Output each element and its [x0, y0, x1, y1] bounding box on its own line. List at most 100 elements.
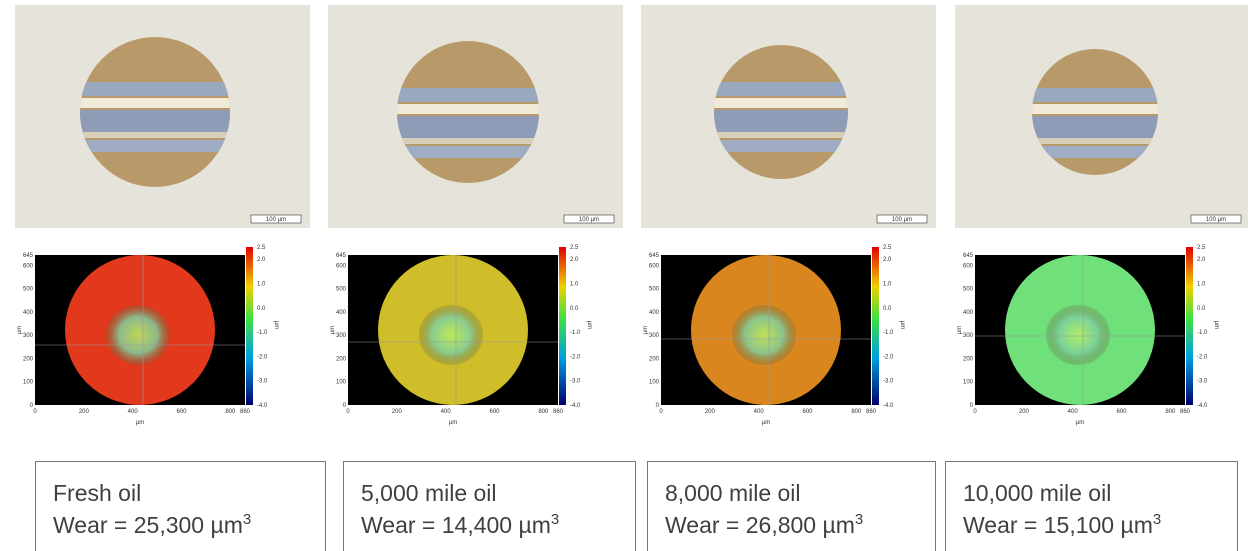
- colorbar-tick-label: -1.0: [570, 330, 581, 336]
- x-tick-label: 400: [128, 409, 139, 415]
- x-tick-label: 800: [851, 409, 862, 415]
- y-tick-label: 500: [23, 287, 34, 293]
- x-tick-label: 400: [441, 409, 452, 415]
- panel-title: Fresh oil: [53, 480, 141, 506]
- colorbar-tick-label: 0.0: [570, 306, 579, 312]
- x-tick-label: 860: [1180, 409, 1191, 415]
- panel-title: 5,000 mile oil: [361, 480, 497, 506]
- y-tick-label: 600: [649, 263, 660, 269]
- x-tick-label: 600: [490, 409, 501, 415]
- colorbar-tick-label: 1.0: [1197, 281, 1206, 287]
- colorbar-tick-label: -1.0: [883, 330, 894, 336]
- x-tick-label: 800: [225, 409, 236, 415]
- x-tick-label: 600: [803, 409, 814, 415]
- colorbar-tick-label: -1.0: [257, 330, 268, 336]
- x-tick-label: 400: [754, 409, 765, 415]
- wear-value: Wear = 14,400 µm3: [361, 511, 559, 538]
- colorbar-tick-label: 2.5: [1197, 245, 1206, 251]
- colorbar: [559, 247, 566, 405]
- y-tick-label: 645: [336, 253, 347, 259]
- colorbar-tick-label: 1.0: [257, 281, 266, 287]
- x-tick-label: 600: [177, 409, 188, 415]
- x-tick-label: 0: [659, 409, 663, 415]
- x-tick-label: 200: [705, 409, 716, 415]
- scale-bar-label: 100 µm: [1206, 217, 1226, 223]
- y-tick-label: 500: [336, 287, 347, 293]
- wear-text: Wear = 15,100 µm: [963, 512, 1153, 538]
- colorbar-tick-label: 0.0: [883, 306, 892, 312]
- y-tick-label: 300: [649, 333, 660, 339]
- colorbar-tick-label: 2.0: [257, 257, 266, 263]
- x-tick-label: 0: [33, 409, 37, 415]
- colorbar-tick-label: 2.0: [883, 257, 892, 263]
- colorbar-tick-label: -4.0: [257, 403, 268, 409]
- y-axis-label: µm: [957, 326, 963, 334]
- y-tick-label: 200: [23, 356, 34, 362]
- y-tick-label: 645: [963, 253, 974, 259]
- y-tick-label: 100: [336, 380, 347, 386]
- colorbar-tick-label: -4.0: [883, 403, 894, 409]
- x-tick-label: 860: [866, 409, 877, 415]
- y-axis-label: µm: [17, 326, 23, 334]
- colorbar-tick-label: -4.0: [1197, 403, 1208, 409]
- panel: 100 µm0100200300400500600645020040060080…: [641, 5, 936, 551]
- y-tick-label: 400: [23, 310, 34, 316]
- x-axis-label: µm: [1076, 420, 1084, 426]
- x-axis-label: µm: [762, 420, 770, 426]
- figure: 100 µm 0 100 200 300 400 500 600 645 0 200 400 600 80…: [0, 0, 1248, 551]
- x-axis-label: µm: [449, 420, 457, 426]
- colorbar: [872, 247, 879, 405]
- x-tick-label: 860: [240, 409, 251, 415]
- y-tick-label: 500: [963, 287, 974, 293]
- colorbar-tick-label: -2.0: [1197, 354, 1208, 360]
- colorbar: [1186, 247, 1193, 405]
- colorbar-tick-label: -2.0: [570, 354, 581, 360]
- y-tick-label: 200: [649, 356, 660, 362]
- wear-exponent: 3: [551, 511, 559, 528]
- colorbar-tick-label: 2.0: [1197, 257, 1206, 263]
- y-tick-label: 600: [336, 263, 347, 269]
- wear-spot: [1046, 305, 1110, 365]
- colorbar: [246, 247, 253, 405]
- wear-value: Wear = 15,100 µm3: [963, 511, 1161, 538]
- y-tick-label: 645: [649, 253, 660, 259]
- y-tick-label: 300: [963, 333, 974, 339]
- y-tick-label: 100: [963, 380, 974, 386]
- y-tick-label: 645: [23, 253, 34, 259]
- colorbar-tick-label: -4.0: [570, 403, 581, 409]
- y-axis-label: µm: [330, 326, 336, 334]
- panel: 100 µm0100200300400500600645020040060080…: [328, 5, 636, 551]
- y-tick-label: 600: [23, 263, 34, 269]
- colorbar-tick-label: 2.5: [570, 245, 579, 251]
- colorbar-label: µm: [1213, 321, 1219, 329]
- y-tick-label: 200: [336, 356, 347, 362]
- scale-bar-label: 100 µm: [579, 217, 599, 223]
- wear-spot: [732, 305, 796, 365]
- colorbar-tick-label: -2.0: [257, 354, 268, 360]
- colorbar-label: µm: [899, 321, 905, 329]
- wear-exponent: 3: [855, 511, 863, 528]
- scale-bar-label: 100 µm: [892, 217, 912, 223]
- x-tick-label: 200: [1019, 409, 1030, 415]
- wear-value: Wear = 25,300 µm3: [53, 511, 251, 538]
- x-tick-label: 800: [538, 409, 549, 415]
- y-tick-label: 400: [963, 310, 974, 316]
- wear-exponent: 3: [1153, 511, 1161, 528]
- colorbar-label: µm: [586, 321, 592, 329]
- colorbar-tick-label: 0.0: [1197, 306, 1206, 312]
- colorbar-tick-label: -3.0: [570, 379, 581, 385]
- panel-title: 10,000 mile oil: [963, 480, 1111, 506]
- wear-text: Wear = 14,400 µm: [361, 512, 551, 538]
- colorbar-tick-label: 2.5: [257, 245, 266, 251]
- x-axis-label: µm: [136, 420, 144, 426]
- x-tick-label: 200: [392, 409, 403, 415]
- scale-bar-label: 100 µm: [266, 217, 286, 223]
- colorbar-tick-label: 2.5: [883, 245, 892, 251]
- y-tick-label: 300: [336, 333, 347, 339]
- x-tick-label: 860: [553, 409, 564, 415]
- colorbar-tick-label: 1.0: [883, 281, 892, 287]
- y-tick-label: 400: [649, 310, 660, 316]
- y-tick-label: 600: [963, 263, 974, 269]
